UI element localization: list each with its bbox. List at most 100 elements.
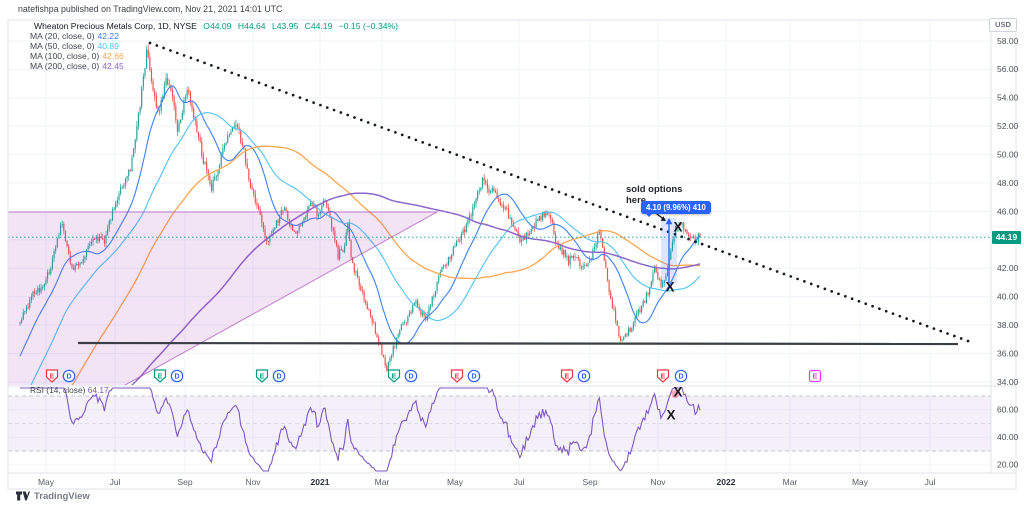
earnings-badge[interactable]: E bbox=[560, 369, 574, 383]
svg-text:E: E bbox=[455, 374, 460, 381]
axes-labels[interactable]: May Jul Sep Nov 2021 Mar May Jul Sep Nov 2022 Mar Ma… bbox=[38, 36, 1019, 487]
rsi-peak-dot[interactable] bbox=[671, 389, 680, 399]
price-axis-label: 52.00 bbox=[997, 121, 1019, 131]
earnings-badge[interactable]: E bbox=[255, 369, 269, 383]
rsi-legend-row[interactable]: RSI (14, close) 64.17 bbox=[30, 385, 109, 395]
dividend-badge[interactable]: D bbox=[674, 369, 688, 383]
rsi-axis-label: 40.00 bbox=[997, 432, 1019, 442]
earnings-badge[interactable]: E bbox=[450, 369, 464, 383]
measure-tooltip[interactable]: 4.10 (9.96%) 410 bbox=[641, 201, 711, 217]
price-axis-label: 40.00 bbox=[997, 292, 1019, 302]
symbol-legend-row[interactable]: Wheaton Precious Metals Corp, 1D, NYSE O… bbox=[30, 21, 398, 31]
time-axis-label: Jul bbox=[514, 477, 525, 487]
high-value: H44.64 bbox=[237, 21, 266, 31]
dividend-badge[interactable]: D bbox=[272, 369, 286, 383]
note-line-2: here bbox=[626, 194, 647, 206]
time-axis-label: Sep bbox=[582, 477, 597, 487]
ma200-legend-row[interactable]: MA (200, close, 0) 42.45 bbox=[30, 61, 398, 71]
svg-text:E: E bbox=[260, 374, 265, 381]
svg-text:E: E bbox=[50, 374, 55, 381]
price-axis-label: 56.00 bbox=[997, 64, 1019, 74]
time-axis-label: Sep bbox=[177, 477, 192, 487]
svg-text:D: D bbox=[581, 374, 586, 381]
price-axis-label: 48.00 bbox=[997, 178, 1019, 188]
earnings-badge[interactable]: E bbox=[153, 369, 167, 383]
dividend-badge[interactable]: D bbox=[577, 369, 591, 383]
time-axis-label: May bbox=[38, 477, 55, 487]
svg-text:E: E bbox=[813, 374, 818, 381]
note-arrowhead bbox=[660, 216, 666, 221]
ma200-label: MA (200, close, 0) bbox=[30, 61, 100, 71]
triangle-drawing[interactable] bbox=[8, 211, 439, 450]
svg-text:E: E bbox=[565, 374, 570, 381]
publish-attribution: natefishpa published on TradingView.com,… bbox=[18, 4, 283, 14]
x-mark[interactable]: X bbox=[673, 220, 682, 235]
ma100-line[interactable] bbox=[20, 145, 701, 459]
ma200-value: 42.45 bbox=[102, 61, 124, 71]
earnings-badge[interactable]: E bbox=[808, 369, 822, 383]
svg-text:D: D bbox=[678, 374, 683, 381]
change-value: −0.15 (−0.34%) bbox=[338, 21, 399, 31]
x-mark[interactable]: X bbox=[665, 280, 674, 295]
chart-frame bbox=[7, 19, 1017, 490]
time-axis-label: Nov bbox=[650, 477, 666, 487]
downtrend-dotted-line[interactable] bbox=[148, 41, 970, 343]
earnings-badge[interactable]: E bbox=[45, 369, 59, 383]
rsi-axis-label: 20.00 bbox=[997, 460, 1019, 470]
rsi-line[interactable] bbox=[20, 387, 701, 472]
ma20-line[interactable] bbox=[19, 85, 701, 357]
x-mark[interactable]: X bbox=[666, 408, 675, 423]
ma100-legend-row[interactable]: MA (100, close, 0) 42.66 bbox=[30, 51, 398, 61]
low-value: L43.95 bbox=[271, 21, 299, 31]
earnings-badge[interactable]: E bbox=[387, 369, 401, 383]
price-axis-label: 46.00 bbox=[997, 206, 1019, 216]
currency-badge[interactable]: USD bbox=[989, 18, 1017, 32]
sold-options-note[interactable]: sold options here bbox=[626, 184, 683, 206]
price-axis-label: 58.00 bbox=[997, 36, 1019, 46]
ma50-legend-row[interactable]: MA (50, close, 0) 40.89 bbox=[30, 41, 398, 51]
time-axis-label: Mar bbox=[783, 477, 798, 487]
tradingview-footer[interactable]: TradingView bbox=[16, 490, 90, 502]
rsi-pane bbox=[8, 387, 991, 472]
svg-text:D: D bbox=[66, 374, 71, 381]
time-axis-label: Mar bbox=[375, 477, 390, 487]
dividend-badge[interactable]: D bbox=[170, 369, 184, 383]
time-axis-label: Nov bbox=[245, 477, 261, 487]
dividend-badge[interactable]: D bbox=[467, 369, 481, 383]
price-range-measure[interactable] bbox=[661, 218, 677, 284]
price-axis-label: 50.00 bbox=[997, 149, 1019, 159]
earnings-badge[interactable]: E bbox=[656, 369, 670, 383]
last-price-tag: 44.19 bbox=[992, 230, 1021, 244]
dividend-badge[interactable]: D bbox=[404, 369, 418, 383]
time-axis-label: 2021 bbox=[311, 477, 330, 487]
note-line-1: sold options bbox=[626, 184, 683, 195]
rsi-axis-label: 60.00 bbox=[997, 405, 1019, 415]
open-value: O44.09 bbox=[203, 21, 232, 31]
ma50-line[interactable] bbox=[20, 112, 701, 409]
ma200-line[interactable] bbox=[20, 192, 701, 461]
price-axis-label: 34.00 bbox=[997, 377, 1019, 387]
svg-text:D: D bbox=[276, 374, 281, 381]
ma20-label: MA (20, close, 0) bbox=[30, 31, 95, 41]
time-axis-label: May bbox=[852, 477, 869, 487]
time-axis-label: May bbox=[447, 477, 464, 487]
svg-text:E: E bbox=[158, 374, 163, 381]
svg-text:D: D bbox=[471, 374, 476, 381]
tradingview-logo-icon bbox=[16, 491, 30, 501]
time-axis-label: Jul bbox=[925, 477, 936, 487]
symbol-title: Wheaton Precious Metals Corp, 1D, NYSE bbox=[34, 21, 197, 31]
support-line-drawing[interactable] bbox=[77, 341, 959, 346]
ma100-value: 42.66 bbox=[102, 51, 124, 61]
svg-text:E: E bbox=[392, 374, 397, 381]
dividend-badge[interactable]: D bbox=[62, 369, 76, 383]
ma20-value: 42.22 bbox=[97, 31, 119, 41]
svg-text:D: D bbox=[408, 374, 413, 381]
svg-text:D: D bbox=[174, 374, 179, 381]
x-mark[interactable]: X bbox=[673, 385, 682, 400]
ma50-value: 40.89 bbox=[97, 41, 119, 51]
gridlines bbox=[8, 20, 991, 473]
ma20-legend-row[interactable]: MA (20, close, 0) 42.22 bbox=[30, 31, 398, 41]
